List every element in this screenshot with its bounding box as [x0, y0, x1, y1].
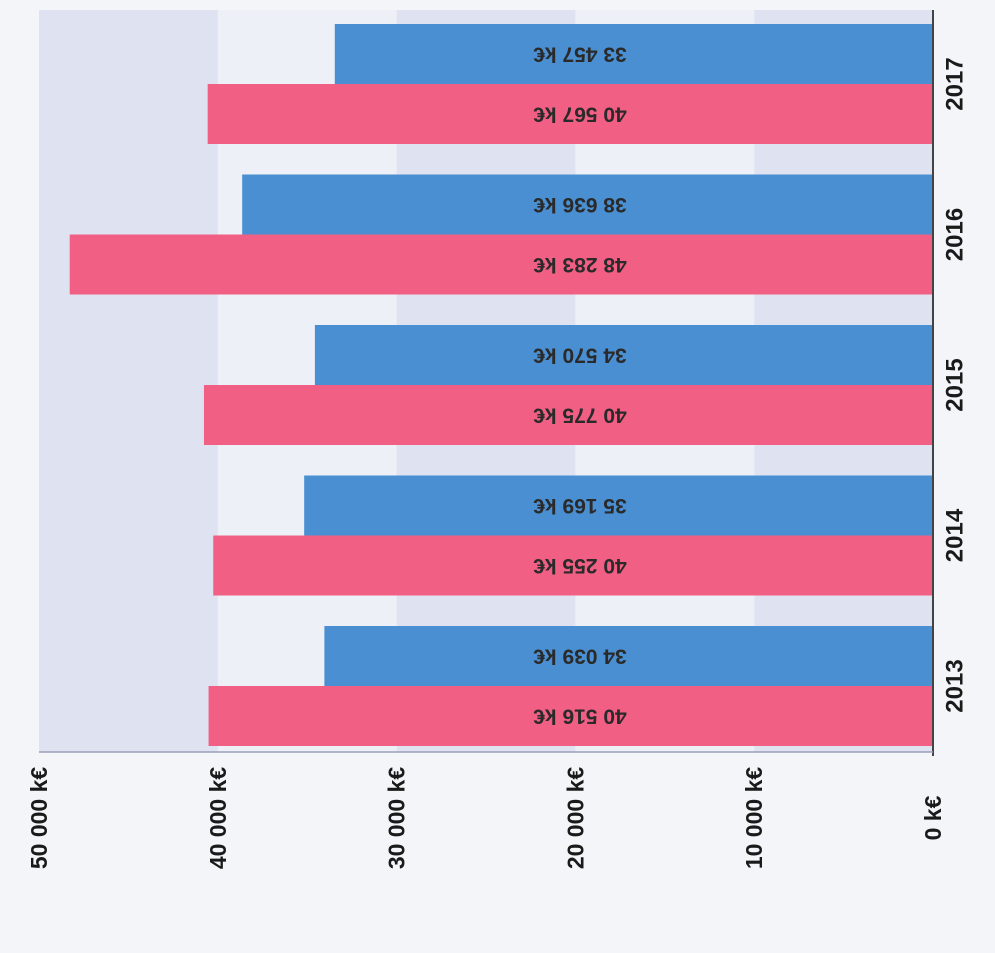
- grid-band: [39, 10, 218, 752]
- value-tick-label: 20 000 k€: [562, 767, 588, 870]
- bar-labels-group: 40 516 k€ 34 039 k€ 40 255 k€ 35 169 k€ 40 7…: [533, 43, 627, 728]
- bars-group: [69, 24, 934, 746]
- bar: [213, 535, 933, 596]
- bar: [242, 174, 933, 235]
- bar-data-label: 33 457 k€: [533, 43, 627, 66]
- category-label: 2013: [942, 659, 969, 712]
- value-tick-label: 10 000 k€: [741, 767, 767, 870]
- bar-data-label: 40 775 k€: [533, 404, 627, 427]
- bar-data-label: 48 283 k€: [533, 253, 627, 276]
- bar-data-label: 38 636 k€: [533, 193, 627, 216]
- bar: [208, 686, 933, 746]
- value-tick-label: 40 000 k€: [205, 767, 231, 870]
- bar-data-label: 40 255 k€: [533, 554, 627, 577]
- bar: [324, 626, 933, 686]
- category-label: 2014: [942, 508, 969, 562]
- category-label: 2017: [942, 57, 969, 110]
- bar-data-label: 40 567 k€: [533, 103, 627, 126]
- value-tick-label: 0 k€: [920, 795, 946, 840]
- bar-data-label: 34 570 k€: [533, 344, 627, 367]
- bar: [314, 325, 933, 385]
- category-label: 2015: [942, 358, 969, 411]
- category-labels: 2013 2014 2015 2016 2017: [942, 57, 969, 712]
- bar: [334, 24, 934, 84]
- value-tick-label: 30 000 k€: [384, 767, 410, 870]
- bar: [207, 84, 933, 144]
- bar: [69, 234, 934, 295]
- value-tick-labels: 0 k€ 10 000 k€ 20 000 k€ 30 000 k€ 40 000 k€…: [26, 767, 946, 870]
- bar-data-label: 40 516 k€: [533, 705, 627, 728]
- bar: [203, 385, 933, 445]
- value-tick-label: 50 000 k€: [26, 767, 52, 870]
- bar: [304, 475, 933, 536]
- category-label: 2016: [942, 208, 969, 261]
- bar-data-label: 34 039 k€: [533, 645, 627, 668]
- bar-data-label: 35 169 k€: [533, 494, 627, 517]
